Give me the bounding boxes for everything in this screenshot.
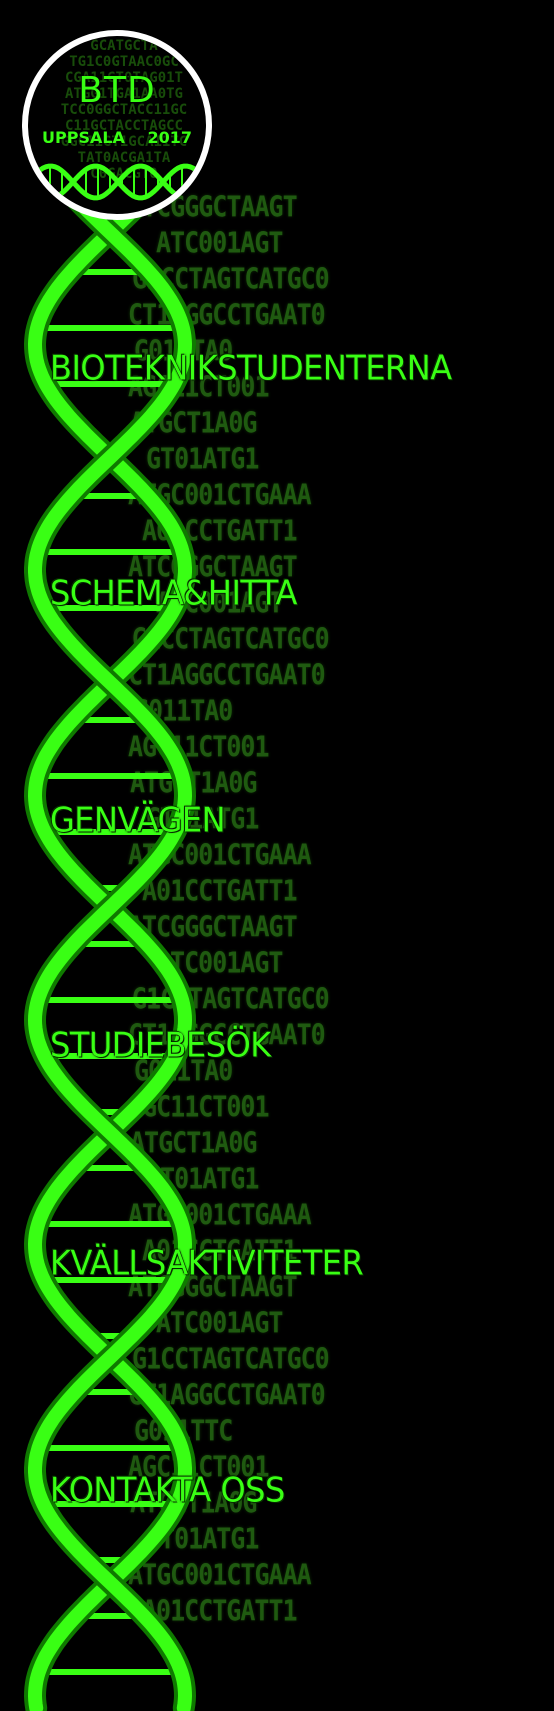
code-line: ATGC001CTGAAA (128, 1558, 312, 1592)
code-line: A01CCTGATT1 (142, 1234, 298, 1268)
code-line: ATC001AGT (156, 226, 283, 260)
code-line: ATCGGGCTAAGT (128, 550, 298, 584)
logo-code-row: C11GCTACCTAGCC (64, 118, 183, 134)
code-line: GT01ATG1 (146, 442, 259, 476)
logo-title: BTD (78, 70, 156, 111)
code-line: A01CCTGATT1 (142, 874, 298, 908)
code-line: A01CCTGATT1 (142, 1594, 298, 1628)
nav-link-biotekniktudenterna[interactable]: BIOTEKNIKSTUDENTERNA (50, 348, 452, 388)
code-line: CT1AGGCCTGAAT0 (128, 1018, 326, 1052)
logo-code-row: TG1C0GTAAC0GC (69, 54, 179, 70)
nav-link-schema-hitta[interactable]: SCHEMA&HITTA (50, 573, 297, 613)
code-line: ATGCT1A0G (130, 1126, 257, 1160)
code-line: G1CCTAGTCATGC0 (132, 1342, 330, 1376)
code-line: ATCGGGCTAAGT (128, 910, 298, 944)
code-line: CT1AGGCCTGAAT0 (128, 658, 326, 692)
nav-link-genvagen[interactable]: GENVÄGEN (50, 800, 226, 840)
code-line: ATC001AGT (156, 1306, 283, 1340)
helix-strand (27, 113, 193, 1711)
logo-code-row: TAT0ACGA1TA (77, 150, 171, 166)
logo-code-row: GCATGCTA (90, 38, 158, 54)
logo-helix-strand (28, 163, 206, 201)
btd-logo[interactable]: GCATGCTA TG1C0GTAAC0GC CGA11GT0TAG01T ATGG1… (22, 30, 212, 220)
logo-helix-icon (28, 163, 206, 201)
logo-code-pattern: GCATGCTA TG1C0GTAAC0GC CGA11GT0TAG01T ATGG1… (28, 38, 206, 182)
nav-link-kontakta-oss[interactable]: KONTAKTA OSS (50, 1470, 285, 1510)
logo-code-row: ATGG1TGA1AA0TG (64, 86, 183, 102)
code-line: AGC11CT001 (128, 1450, 270, 1484)
logo-location: UPPSALA (42, 128, 125, 147)
logo-code-row: CGA11GT0TAG01T (64, 70, 183, 86)
logo-year: 2017 (147, 128, 192, 147)
logo-code-row: GGC11GT1GCA11TC (60, 134, 188, 150)
logo-subtitle: UPPSALA 2017 (28, 128, 206, 147)
nav-link-studiebesok[interactable]: STUDIEBESÖK (50, 1025, 271, 1065)
logo-code-row: TCC0GGCTACC11GC (60, 102, 188, 118)
nav-link-kvallsaktiviteter[interactable]: KVÄLLSAKTIVITETER (50, 1243, 364, 1283)
